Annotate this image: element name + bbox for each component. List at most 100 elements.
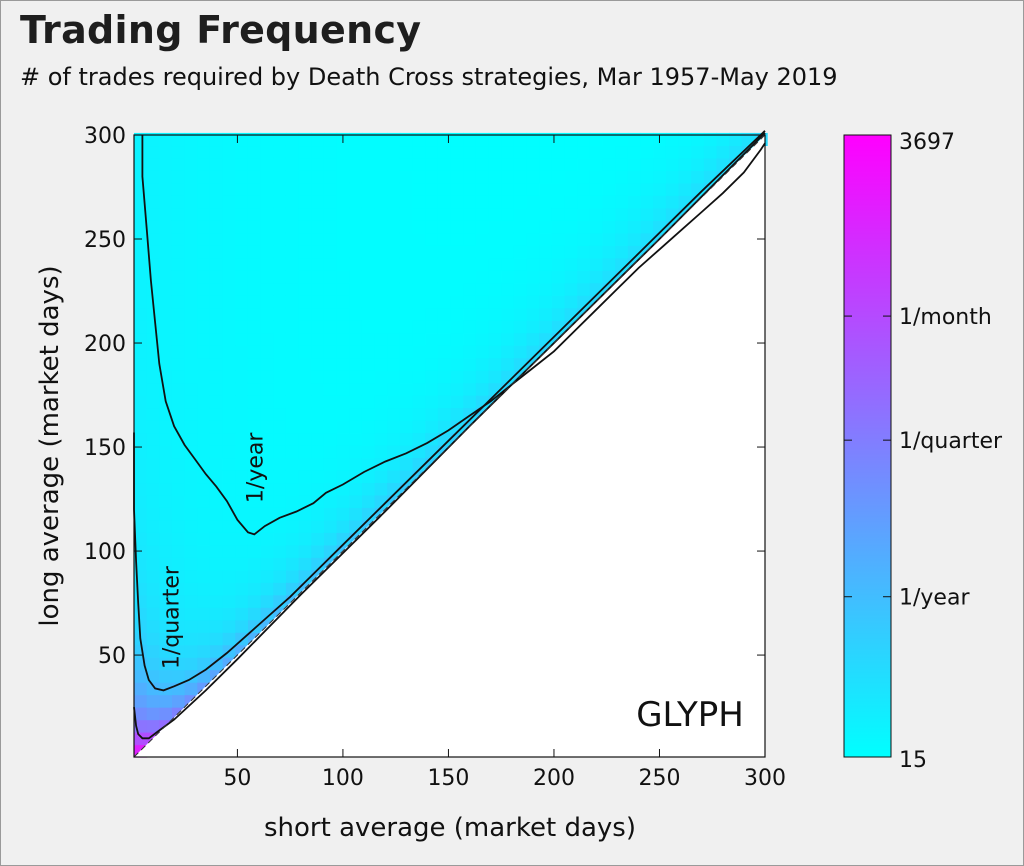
heatmap-cell: [412, 170, 426, 184]
heatmap-cell: [450, 320, 464, 334]
heatmap-cell: [475, 157, 490, 171]
heatmap-cell: [323, 170, 338, 184]
heatmap-cell: [336, 145, 350, 159]
heatmap-cell: [184, 232, 198, 246]
heatmap-cell: [374, 320, 388, 334]
heatmap-cell: [361, 432, 376, 446]
heatmap-cell: [475, 145, 490, 159]
heatmap-cell: [222, 444, 236, 459]
heatmap-cell: [273, 469, 287, 484]
heatmap-cell: [235, 607, 249, 621]
heatmap-cell: [577, 182, 591, 196]
heatmap-cell: [209, 182, 224, 196]
heatmap-cell: [298, 544, 312, 558]
heatmap-cell: [134, 432, 148, 446]
heatmap-cell: [285, 419, 300, 434]
heatmap-cell: [361, 282, 376, 296]
heatmap-cell: [526, 220, 540, 234]
heatmap-cell: [134, 220, 148, 234]
heatmap-cell: [526, 195, 540, 209]
heatmap-cell: [298, 132, 312, 147]
heatmap-cell: [184, 220, 198, 234]
heatmap-cell: [374, 232, 388, 246]
heatmap-cell: [197, 632, 211, 646]
heatmap-cell: [171, 232, 186, 246]
heatmap-cell: [361, 395, 376, 409]
heatmap-cell: [197, 594, 211, 608]
heatmap-cell: [159, 145, 173, 159]
heatmap-cell: [437, 195, 452, 209]
heatmap-cell: [615, 182, 629, 196]
heatmap-cell: [551, 295, 566, 309]
heatmap-cell: [285, 444, 300, 459]
heatmap-cell: [399, 320, 414, 334]
heatmap-cell: [412, 220, 426, 234]
heatmap-cell: [311, 507, 325, 521]
colorbar-gradient: [843, 134, 892, 758]
heatmap-cell: [247, 307, 262, 321]
heatmap-cell: [425, 295, 439, 309]
heatmap-cell: [235, 270, 249, 284]
heatmap-cell: [184, 407, 198, 421]
heatmap-cell: [323, 395, 338, 409]
heatmap-cell: [475, 170, 490, 184]
heatmap-cell: [399, 132, 414, 147]
heatmap-cell: [374, 432, 388, 446]
heatmap-cell: [349, 257, 363, 271]
heatmap-cell: [323, 132, 338, 147]
heatmap-cell: [336, 282, 350, 296]
heatmap-cell: [260, 419, 274, 434]
heatmap-cell: [551, 220, 566, 234]
heatmap-cell: [209, 444, 224, 459]
heatmap-cell: [247, 195, 262, 209]
heatmap-cell: [653, 157, 667, 171]
heatmap-cell: [260, 182, 274, 196]
heatmap-cell: [323, 532, 338, 546]
heatmap-cell: [336, 270, 350, 284]
heatmap-cell: [273, 232, 287, 246]
heatmap-cell: [222, 432, 236, 446]
heatmap-cell: [184, 682, 198, 696]
heatmap-cell: [285, 544, 300, 558]
heatmap-cell: [425, 145, 439, 159]
heatmap-cell: [488, 320, 502, 334]
chart-subtitle: # of trades required by Death Cross stra…: [20, 63, 838, 91]
heatmap-cell: [184, 632, 198, 646]
heatmap-cell: [374, 195, 388, 209]
heatmap-cell: [387, 407, 401, 421]
heatmap-cell: [235, 582, 249, 596]
heatmap-cell: [298, 457, 312, 471]
heatmap-cell: [285, 519, 300, 533]
heatmap-cell: [273, 370, 287, 384]
heatmap-cell: [399, 332, 414, 346]
heatmap-cell: [463, 370, 477, 384]
heatmap-cell: [501, 195, 515, 209]
heatmap-cell: [159, 482, 173, 496]
heatmap-cell: [146, 644, 160, 658]
heatmap-cell: [159, 694, 173, 708]
heatmap-cell: [260, 507, 274, 521]
heatmap-cell: [298, 557, 312, 571]
heatmap-cell: [463, 195, 477, 209]
heatmap-cell: [260, 270, 274, 284]
heatmap-cell: [374, 345, 388, 359]
x-axis-label: short average (market days): [264, 813, 636, 843]
heatmap-cell: [197, 569, 211, 583]
heatmap-cell: [691, 157, 705, 171]
heatmap-cell: [184, 569, 198, 583]
heatmap-cell: [171, 407, 186, 421]
heatmap-cell: [235, 557, 249, 571]
heatmap-cell: [197, 182, 211, 196]
heatmap-cell: [323, 357, 338, 371]
heatmap-cell: [653, 170, 667, 184]
heatmap-cell: [361, 382, 376, 396]
heatmap-cell: [159, 582, 173, 596]
heatmap-cell: [209, 320, 224, 334]
heatmap-cell: [197, 582, 211, 596]
heatmap-cell: [539, 195, 553, 209]
heatmap-cell: [171, 619, 186, 633]
heatmap-cell: [399, 345, 414, 359]
heatmap-cell: [235, 395, 249, 409]
heatmap-cell: [171, 332, 186, 346]
heatmap-cell: [589, 157, 604, 171]
